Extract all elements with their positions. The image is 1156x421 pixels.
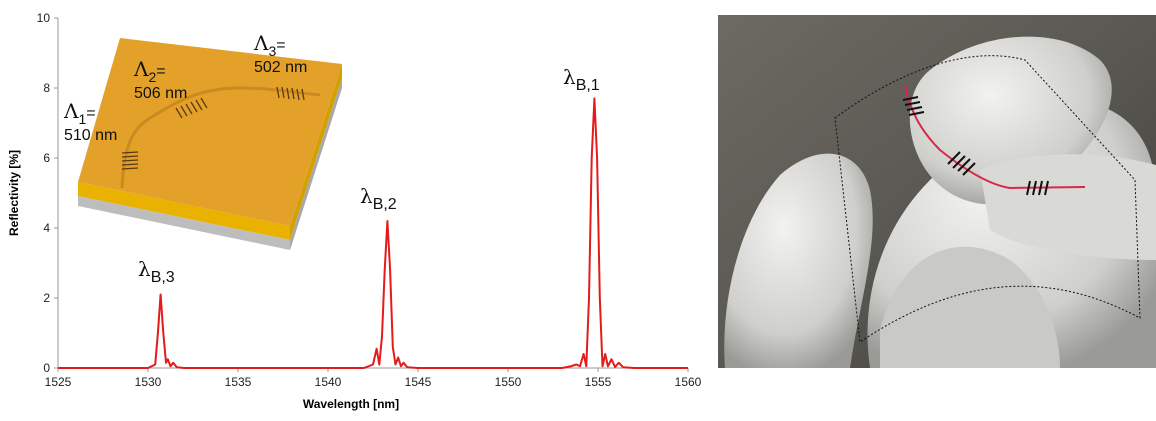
inset-equals: = [276,37,285,54]
peak-annotation: λB,3 [138,257,175,286]
x-tick-label: 1535 [225,375,252,389]
inset-equals: = [156,63,165,80]
x-tick-label: 1545 [405,375,432,389]
y-axis-title: Reflectivity [%] [7,150,21,236]
x-tick-label: 1530 [135,375,162,389]
x-axis-title: Wavelength [nm] [303,397,399,411]
peak-annotation: λB,2 [360,184,397,213]
annotation-subscript: B,1 [576,77,600,94]
inset-value: 506 nm [134,85,187,102]
inset-label: Λ3= [253,31,286,59]
inset-label: Λ2= [133,57,166,85]
peak-annotation: λB,1 [563,65,600,94]
y-tick-label: 10 [37,11,51,25]
annotation-subscript: B,2 [373,196,397,213]
inset-subscript: 2 [148,69,156,85]
annotation-symbol: λ [138,257,151,281]
photo [718,15,1156,368]
inset-label: Λ1= [63,99,96,127]
annotation-symbol: λ [563,65,576,89]
inset-value: 510 nm [64,127,117,144]
x-tick-label: 1560 [675,375,702,389]
x-tick-label: 1540 [315,375,342,389]
y-tick-label: 4 [43,221,50,235]
annotation-subscript: B,3 [151,269,175,286]
inset-value: 502 nm [254,59,307,76]
inset-symbol: Λ [253,31,269,55]
inset-symbol: Λ [133,57,149,81]
x-tick-label: 1525 [45,375,72,389]
y-tick-label: 2 [43,291,50,305]
y-tick-label: 6 [43,151,50,165]
inset-subscript: 3 [268,43,276,59]
inset-subscript: 1 [78,111,86,127]
y-tick-label: 0 [43,361,50,375]
x-tick-label: 1550 [495,375,522,389]
x-tick-label: 1555 [585,375,612,389]
inset-chip [78,38,342,250]
spectrum-line [58,97,688,369]
y-tick-label: 8 [43,81,50,95]
inset-equals: = [86,105,95,122]
annotation-symbol: λ [360,184,373,208]
inset-symbol: Λ [63,99,79,123]
